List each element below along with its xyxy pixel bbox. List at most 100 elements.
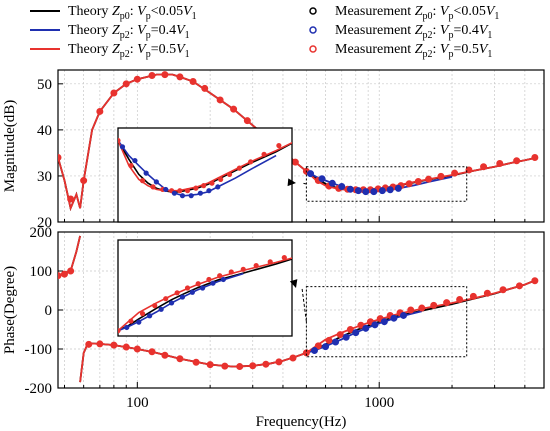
data-point <box>370 188 378 196</box>
data-point <box>243 117 251 125</box>
inset-data-point <box>248 159 254 165</box>
data-point <box>362 188 370 196</box>
data-point <box>96 340 104 348</box>
inset-data-point <box>253 263 259 269</box>
inset-data-point <box>139 311 146 317</box>
inset-data-point <box>163 296 169 302</box>
inset-data-point <box>179 193 186 199</box>
inset-data-point <box>153 179 159 185</box>
data-point <box>61 270 69 278</box>
legend-label: Measurement Zp0: Vp<0.05V1 <box>335 4 499 22</box>
data-point <box>480 163 488 171</box>
inset-data-point <box>119 144 126 150</box>
x-tick-label: 1000 <box>364 395 394 411</box>
data-point <box>322 343 330 351</box>
data-point <box>515 282 523 290</box>
data-point <box>325 336 333 344</box>
data-point <box>531 154 539 162</box>
inset-data-point <box>217 273 223 279</box>
data-point <box>310 347 318 355</box>
data-layer <box>58 235 539 383</box>
data-point <box>176 73 184 81</box>
legend-label: Theory Zp2: Vp=0.4V1 <box>68 23 190 41</box>
data-point <box>418 304 426 312</box>
zoom-arrow-head <box>287 178 296 187</box>
inset-data-point <box>281 255 287 261</box>
data-point <box>221 362 229 370</box>
legend-entry: Measurement Zp2: Vp=0.5V1 <box>309 42 492 60</box>
inset-data-point <box>201 183 207 189</box>
inset-data-point <box>147 313 153 319</box>
data-point <box>430 301 438 309</box>
inset-data <box>118 137 292 199</box>
data-point <box>80 177 88 185</box>
y-tick-label: 200 <box>30 225 53 241</box>
inset-data-point <box>152 303 158 309</box>
legend-marker-swatch <box>309 45 317 53</box>
data-point <box>378 187 386 195</box>
data-point <box>451 169 459 177</box>
data-point <box>148 348 156 356</box>
inset-data-point <box>143 170 149 176</box>
data-point <box>414 177 422 185</box>
data-point <box>110 341 118 349</box>
data-point <box>122 343 130 351</box>
inset-data-point <box>171 190 178 196</box>
inset-data-point <box>177 188 183 194</box>
data-point <box>399 311 407 319</box>
phase-panel: -200 -100 0 100 200 Phase(Degree) 100 1000 Frequ… <box>2 225 545 430</box>
inset-series-line <box>118 140 277 197</box>
inset-data-point <box>209 180 215 186</box>
data-point <box>201 84 209 92</box>
inset-data-point <box>228 269 234 275</box>
data-point <box>262 360 270 368</box>
data-point <box>161 71 169 79</box>
legend-label: Theory Zp2: Vp=0.5V1 <box>68 42 190 60</box>
legend-marker-swatch <box>309 7 317 15</box>
inset-data-point <box>188 193 194 199</box>
data-point <box>216 96 224 104</box>
inset-data-point <box>276 142 282 149</box>
data-point <box>352 329 360 337</box>
inset-data-point <box>215 184 221 190</box>
y-tick-label: 30 <box>37 169 52 185</box>
legend-entry: Theory Zp2: Vp=0.4V1 <box>30 23 190 41</box>
data-point <box>499 286 507 294</box>
data-point <box>390 314 398 322</box>
legend-entry: Measurement Zp2: Vp=0.4V1 <box>309 23 492 41</box>
data-point <box>67 195 75 203</box>
inset-data-point <box>168 300 175 306</box>
data-point <box>289 354 297 362</box>
inset-data-point <box>184 285 191 291</box>
legend-entry: Theory Zp0: Vp<0.05V1 <box>30 4 197 22</box>
data-point <box>58 272 62 280</box>
data-point <box>465 166 473 174</box>
data-point <box>346 326 354 333</box>
y-tick-label: 0 <box>45 303 53 319</box>
y-tick-label: 50 <box>37 77 52 93</box>
inset-data-point <box>236 165 242 171</box>
inset-data-point <box>118 328 121 334</box>
magnitude-panel: 20 30 40 50 Magnitude(dB) <box>2 69 545 231</box>
inset-data-point <box>199 285 206 291</box>
inset-data-point <box>128 163 134 169</box>
inset-data-point <box>136 319 142 325</box>
data-point <box>176 355 184 363</box>
data-point <box>531 277 539 285</box>
data-point <box>354 187 362 195</box>
y-axis-label: Magnitude(dB) <box>2 100 18 192</box>
data-point <box>291 158 299 166</box>
inset-data-point <box>218 176 224 182</box>
y-tick-label: -200 <box>25 381 53 397</box>
inset-data-point <box>195 281 201 287</box>
data-point <box>371 321 379 329</box>
data-point <box>206 361 214 369</box>
x-tick-label: 100 <box>126 395 149 411</box>
inset-data-point <box>139 178 146 184</box>
inset-data-point <box>179 294 186 300</box>
data-point <box>192 358 200 366</box>
inset-data-point <box>197 190 204 196</box>
data-point <box>513 157 521 165</box>
data-point <box>189 78 197 86</box>
